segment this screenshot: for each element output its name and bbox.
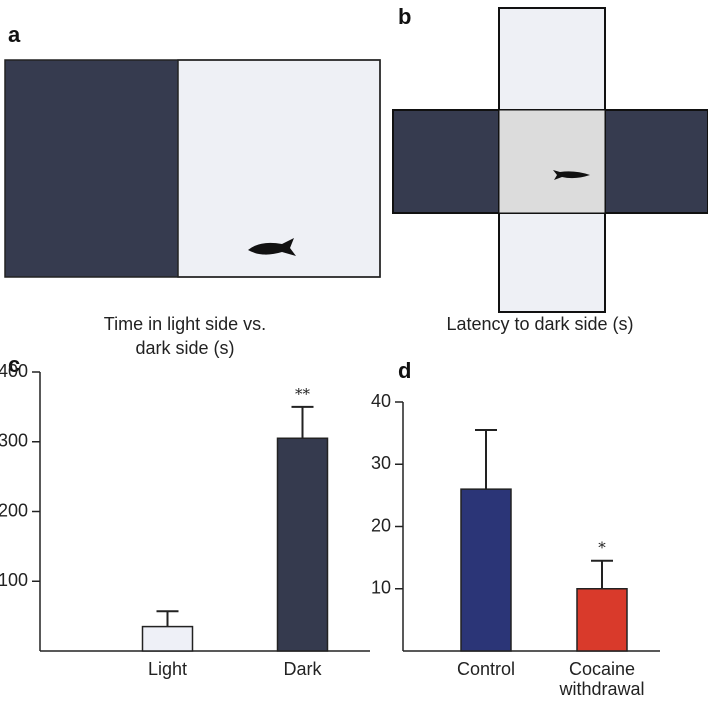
- x-tick-label: Light: [147, 659, 188, 679]
- light-arm: [498, 212, 606, 313]
- y-tick-label: 10: [371, 578, 391, 598]
- chart-title: Latency to dark side (s): [446, 314, 634, 334]
- bar: [141, 625, 194, 652]
- y-tick-label: 200: [0, 500, 28, 520]
- bar: [460, 488, 512, 652]
- light-compartment: [177, 59, 381, 278]
- significance-marker: **: [295, 385, 311, 403]
- y-tick-label: 30: [371, 453, 391, 473]
- y-tick-label: 20: [371, 515, 391, 535]
- significance-marker: *: [598, 539, 606, 557]
- y-tick-label: 100: [0, 570, 28, 590]
- tank-outline: [4, 59, 381, 278]
- panel-label: b: [398, 4, 411, 29]
- bar: [276, 437, 329, 652]
- panel-label: c: [8, 352, 20, 377]
- x-tick-label: Cocaine withdrawal: [559, 659, 645, 699]
- x-tick-label: Dark: [283, 659, 322, 679]
- dark-arm: [392, 109, 500, 214]
- light-arm: [498, 7, 606, 111]
- chart-title: Time in light side vs. dark side (s): [103, 314, 267, 358]
- y-tick-label: 400: [0, 361, 28, 381]
- y-tick-label: 40: [371, 391, 391, 411]
- fish: [553, 170, 590, 180]
- panel-label: d: [398, 358, 411, 383]
- fish: [248, 238, 296, 256]
- center-zone: [498, 109, 606, 214]
- dark-compartment: [5, 60, 178, 277]
- x-tick-label: Control: [456, 659, 516, 679]
- bar: [576, 588, 628, 652]
- panel-label: a: [8, 22, 21, 47]
- dark-arm: [604, 109, 708, 214]
- y-tick-label: 300: [0, 431, 28, 451]
